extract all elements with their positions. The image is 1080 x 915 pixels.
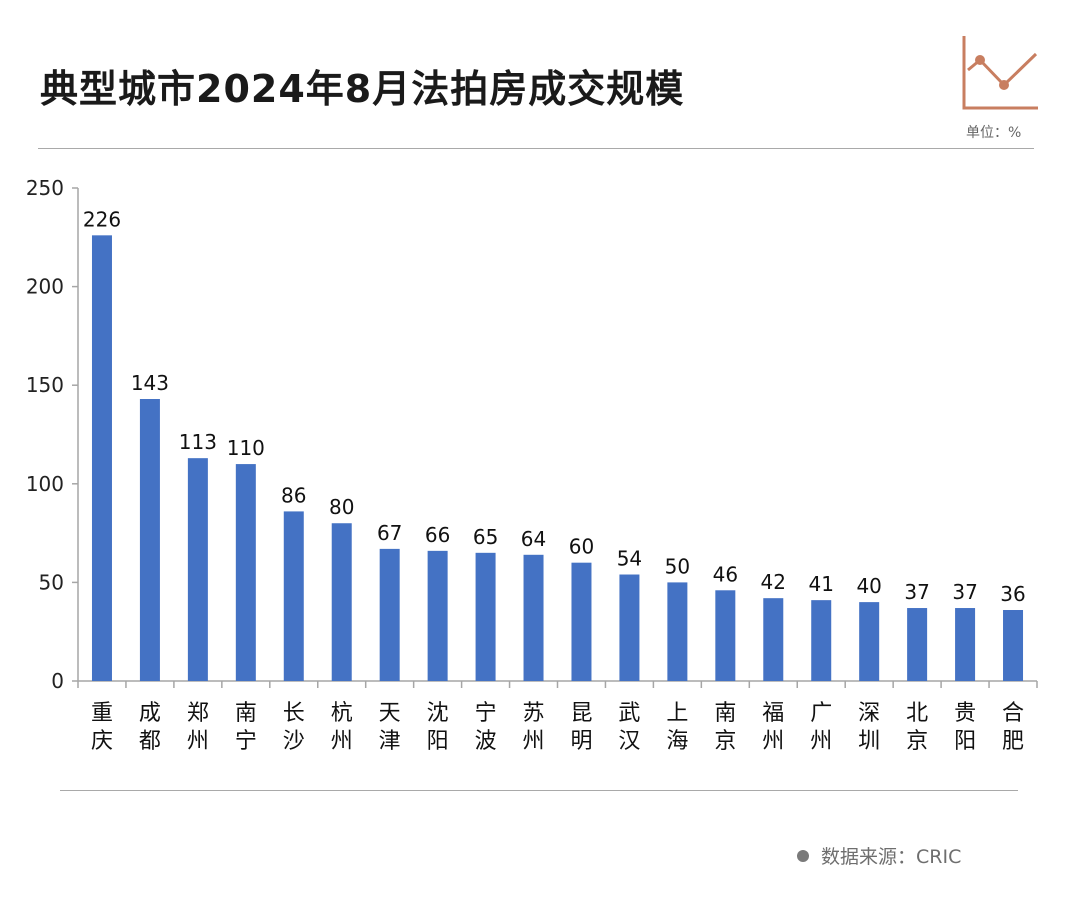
category-label: 宁 [475,701,497,726]
y-tick-label: 250 [26,176,64,200]
category-label-part: 州 [810,729,832,754]
category-label: 上 [666,701,688,726]
category-label: 贵 [954,701,976,726]
category-label-part: 州 [187,729,209,754]
bar-19 [1003,610,1024,681]
y-tick-label: 100 [26,472,64,496]
y-tick-label: 150 [26,373,64,397]
bar-1 [139,399,160,681]
bar-4 [283,511,304,681]
data-label: 36 [1000,582,1025,606]
line-chart-icon [962,36,1038,110]
data-source: 数据来源：CRIC [797,842,961,869]
category-label-part: 圳 [858,729,880,754]
category-label-part: 明 [570,729,592,754]
category-label-part: 汉 [618,729,640,754]
category-label: 长 [283,701,305,726]
data-label: 113 [179,430,217,454]
data-label: 50 [665,554,690,578]
source-text: 数据来源：CRIC [821,846,962,868]
category-label: 成 [139,701,161,726]
category-label: 北 [906,701,928,726]
unit-label: 单位：% [966,125,1022,141]
bar-13 [715,590,736,681]
bar-12 [667,582,688,681]
category-label-part: 州 [762,729,784,754]
bar-14 [763,598,784,681]
category-label: 南 [714,701,736,726]
data-label: 54 [617,547,642,571]
data-label: 67 [377,521,402,545]
category-label-part: 京 [906,729,928,754]
bar-7 [427,550,448,681]
bar-8 [475,552,496,681]
bar-2 [187,458,208,681]
bar-5 [331,523,352,681]
bullet-dot-icon [797,849,809,862]
bar-chart: 050100150200250226重庆143成都113郑州110南宁86长沙8… [26,176,1038,754]
data-label: 226 [83,207,121,231]
category-label-part: 阳 [427,729,449,754]
bar-16 [859,602,880,681]
category-label: 南 [235,701,257,726]
data-label: 37 [904,580,929,604]
y-tick-label: 200 [26,275,64,299]
category-label: 合 [1002,701,1024,726]
category-label-part: 州 [523,729,545,754]
data-label: 40 [856,574,881,598]
data-label: 46 [713,562,738,586]
category-label: 广 [810,701,832,726]
bar-0 [91,235,112,681]
category-label: 苏 [523,701,545,726]
category-label-part: 宁 [235,729,257,754]
data-label: 110 [227,436,265,460]
category-label: 重 [91,701,113,726]
category-label: 天 [379,701,401,726]
category-label-part: 肥 [1002,729,1024,754]
category-label: 杭 [331,701,353,726]
bar-11 [619,574,640,681]
category-label-part: 京 [714,729,736,754]
category-label-part: 沙 [283,729,305,754]
category-label-part: 州 [331,729,353,754]
data-label: 41 [808,572,833,596]
footer-divider [60,790,1018,791]
y-tick-label: 50 [39,570,64,594]
bar-6 [379,548,400,681]
chart-title: 典型城市2024年8月法拍房成交规模 [40,67,685,111]
data-label: 64 [521,527,546,551]
data-label: 37 [952,580,977,604]
data-label: 66 [425,523,450,547]
category-label: 福 [762,701,784,726]
category-label: 深 [858,701,880,726]
bar-17 [907,608,928,681]
y-tick-label: 0 [51,669,64,693]
bar-15 [811,600,832,681]
data-label: 65 [473,525,498,549]
category-label-part: 庆 [91,729,113,754]
category-label: 郑 [187,701,209,726]
category-label-part: 阳 [954,729,976,754]
category-label-part: 都 [139,729,161,754]
bar-18 [955,608,976,681]
category-label-part: 波 [475,729,497,754]
data-label: 42 [761,570,786,594]
title-divider [38,148,1034,149]
bar-10 [571,562,592,681]
category-label-part: 海 [666,729,688,754]
bar-3 [235,464,256,681]
category-label: 昆 [570,701,592,726]
category-label-part: 津 [379,729,401,754]
data-label: 86 [281,483,306,507]
data-label: 60 [569,535,594,559]
data-label: 143 [131,371,169,395]
bar-9 [523,554,544,681]
category-label: 沈 [427,701,449,726]
category-label: 武 [618,701,640,726]
data-label: 80 [329,495,354,519]
